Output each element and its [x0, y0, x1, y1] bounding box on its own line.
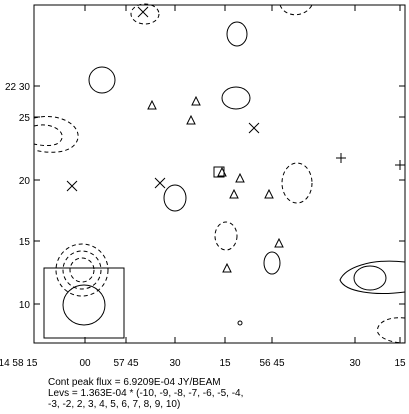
x-tick-label: 15: [394, 358, 406, 369]
y-tick-label: 15: [19, 237, 31, 248]
plot-frame: [33, 4, 406, 344]
ticks: [34, 5, 405, 343]
y-tick-label: 10: [19, 300, 31, 311]
x-tick-label: 30: [169, 358, 181, 369]
x-tick-label: 00: [79, 358, 91, 369]
beam: [43, 267, 125, 339]
x-tick-label: 57 45: [113, 358, 138, 369]
contours: [33, 3, 406, 344]
x-tick-label: 30: [349, 358, 361, 369]
y-tick-label: 20: [19, 176, 31, 187]
x-tick-label: 15: [219, 358, 231, 369]
footer-line: -3, -2, 2, 3, 4, 5, 6, 7, 8, 9, 10): [48, 399, 180, 409]
x-tick-label: 14 58 15: [0, 358, 38, 369]
footer-line: Cont peak flux = 6.9209E-04 JY/BEAM: [48, 377, 221, 388]
footer-line: Levs = 1.363E-04 * (-10, -9, -8, -7, -6,…: [48, 388, 243, 399]
x-tick-label: 56 45: [259, 358, 284, 369]
y-tick-label: 22 30: [5, 82, 30, 93]
y-tick-label: 25: [19, 113, 31, 124]
markers: [66, 6, 405, 273]
